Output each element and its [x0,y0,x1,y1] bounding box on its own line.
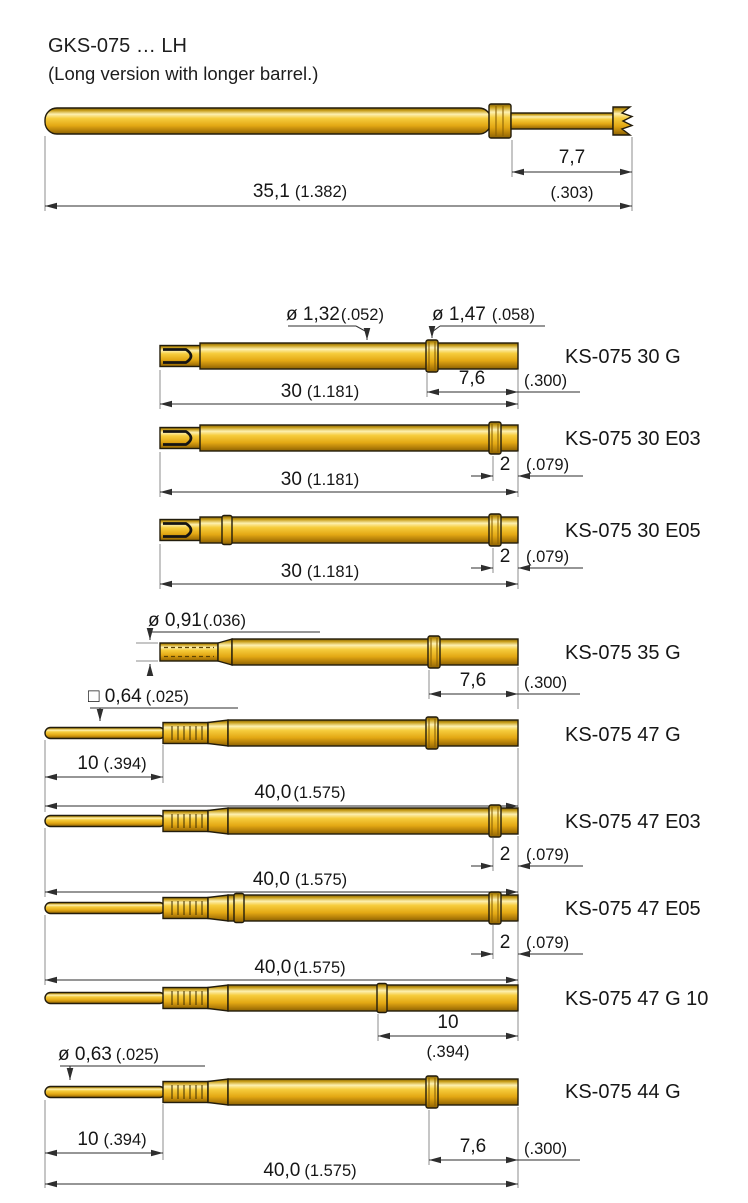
probe-body [158,423,520,453]
probe-row-30e05: 2 (.079) 30 (1.181) KS-075 30 E05 [158,513,701,589]
dimension-text: 7,6 [460,1136,486,1157]
dimension-text: 35,1 (1.382) [253,181,347,202]
part-label: KS-075 47 G [565,724,681,746]
probe-row-35g: ø 0,91(.036) 7,6 (.300) KS-075 35 G [136,610,681,709]
dimension-text-inches: (.300) [524,1140,567,1158]
diameter-label: ø 1,32(.052) [286,304,384,325]
dimension-text-inches: (.300) [524,372,567,390]
row-dimension-lines [159,544,583,589]
crown-tip [612,106,634,136]
dimension-text: 40,0 (1.575) [253,869,347,890]
probe-row-44g: ø 0,63 (.025) 10 (.394) 7,6 (.300) 40,0 (1.… [44,1044,681,1188]
dimension-text: 7,6 [460,670,486,691]
probe-row-30e03: 2 (.079) 30 (1.181) KS-075 30 E03 [158,421,701,497]
dimension-text-inches: (.079) [526,456,569,474]
dimension-text-inches: (.300) [524,674,567,692]
top-probe-drawing: 7,7 (.303) 35,1 (1.382) [44,103,634,211]
part-label: KS-075 30 E03 [565,428,701,450]
probe-plunger [510,112,614,130]
dimension-text: 7,6 [459,368,485,389]
groove-ring [221,514,233,546]
probe-body [44,984,519,1012]
collar-ring [488,891,502,925]
page-title: GKS-075 … LH [48,35,187,57]
dimension-text: 2 [500,932,511,953]
dimension-text: 30 (1.181) [281,561,359,582]
row-dimension-lines [44,915,583,985]
collar-ring [425,1075,439,1109]
probe-row-47g: □ 0,64 (.025) 10 (.394) 40,0 (1.575) KS-075… [44,686,681,812]
top-dimension-lines [44,136,633,211]
dimension-text: 2 [500,454,511,475]
probe-row-47e03: 2 (.079) 40,0 (1.575) KS-075 47 E03 [44,804,701,897]
dimension-text: 2 [500,844,511,865]
dimension-text: 2 [500,546,511,567]
part-label: KS-075 30 G [565,346,681,368]
probe-row-47e05: 2 (.079) 40,0 (1.575) KS-075 47 E05 [44,891,701,985]
diameter-label: ø 1,47 (.058) [432,304,535,325]
part-label: KS-075 47 G 10 [565,988,708,1010]
row-dimension-lines [159,325,580,409]
collar-ring [488,513,502,547]
row-dimension-lines [44,1065,580,1188]
dimension-text: 40,0 (1.575) [254,782,345,803]
collar-ring [488,421,502,455]
probe-body [44,1078,519,1106]
dimension-text: 10 (.394) [77,1129,146,1150]
probe-barrel [44,107,492,135]
probe-body [44,719,519,747]
probe-body [44,807,519,835]
dimension-text: 30 (1.181) [281,381,359,402]
dimension-text-inches: (.079) [526,548,569,566]
part-label: KS-075 47 E05 [565,898,701,920]
row-dimension-lines [136,628,580,709]
probe-row-30g: ø 1,32(.052) ø 1,47 (.058) 7,6 (.300) 30(… [158,304,681,409]
row-dimension-lines [377,1012,519,1041]
dimension-text: 7,7 [559,147,585,168]
collar-ring [425,339,439,373]
probe-body [159,638,519,666]
row-dimension-lines [44,707,519,812]
dimension-text-inches: (.394) [426,1043,469,1061]
dimension-text-inches: (.079) [526,934,569,952]
row-dimension-lines [44,828,583,897]
probe-body [158,515,520,545]
collar-ring [488,804,502,838]
diameter-label: ø 0,91(.036) [148,610,246,631]
groove-ring [376,982,388,1014]
collar-ring [488,103,512,139]
page-subtitle: (Long version with longer barrel.) [48,63,318,84]
probe-body [44,894,519,922]
part-label: KS-075 44 G [565,1081,681,1103]
collar-ring [427,635,441,669]
row-dimension-lines [159,452,583,497]
dimension-text: 10 [437,1012,458,1033]
dimension-text: 10 (.394) [77,753,146,774]
part-label: KS-075 47 E03 [565,811,701,833]
square-tip-label: □ 0,64 (.025) [88,686,189,707]
part-label: KS-075 30 E05 [565,520,701,542]
probe-row-47g10: 10 (.394) KS-075 47 G 10 [44,982,708,1061]
probe-body [158,341,520,371]
collar-ring [425,716,439,750]
dimension-text: 40,0 (1.575) [254,957,345,978]
dimension-text-inches: (.079) [526,846,569,864]
dimension-text: 30 (1.181) [281,469,359,490]
dimension-text: 40,0 (1.575) [263,1160,356,1181]
part-label: KS-075 35 G [565,642,681,664]
dimension-text-inches: (.303) [550,184,593,202]
groove-ring [233,892,245,924]
diameter-label: ø 0,63 (.025) [58,1044,159,1065]
